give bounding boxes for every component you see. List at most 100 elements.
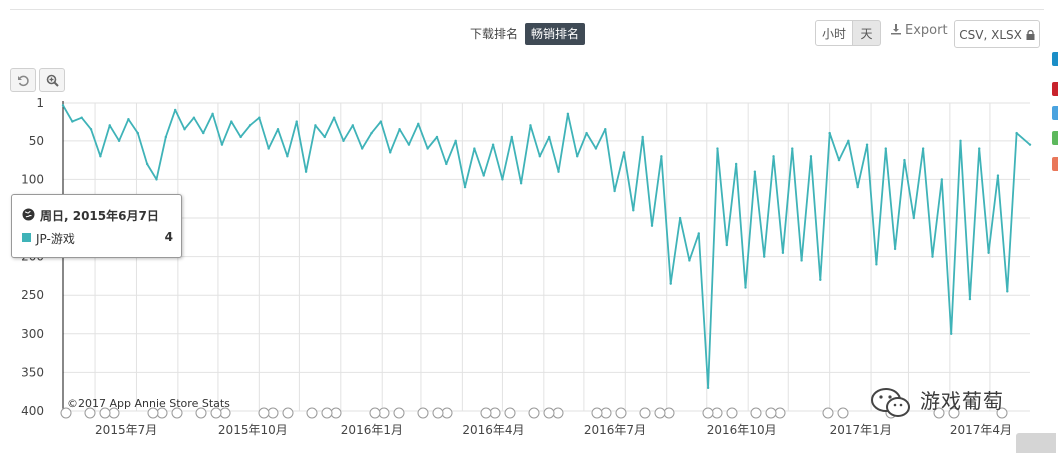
data-point (978, 147, 981, 150)
data-point (463, 185, 467, 189)
data-point (491, 143, 495, 146)
export-link[interactable]: Export (890, 23, 948, 38)
tab-download-ranking[interactable]: 下载排名 (470, 27, 519, 41)
event-marker-icon[interactable] (591, 407, 603, 419)
share-qq-icon[interactable] (1052, 106, 1058, 120)
y-tick-label: 250 (21, 288, 44, 302)
event-marker-icon[interactable] (147, 407, 159, 419)
event-marker-icon[interactable] (171, 407, 183, 419)
data-point (893, 247, 897, 251)
tooltip-date: 周日, 2015年6月7日 (40, 209, 159, 223)
data-point (127, 118, 130, 121)
event-marker-icon[interactable] (933, 407, 945, 419)
data-point (865, 143, 869, 146)
event-marker-icon[interactable] (282, 407, 294, 419)
event-marker-icon[interactable] (432, 407, 444, 419)
event-marker-icon[interactable] (393, 407, 405, 419)
data-point (1028, 143, 1032, 146)
data-point (360, 147, 364, 150)
data-point (688, 259, 691, 262)
share-wechat-icon[interactable] (1052, 131, 1058, 145)
event-marker-icon[interactable] (321, 407, 333, 419)
granularity-hour-button[interactable]: 小时 (815, 20, 853, 46)
data-point (809, 155, 813, 158)
data-point (725, 243, 729, 247)
share-twitter-icon[interactable] (1052, 52, 1058, 66)
header-divider (10, 9, 1044, 10)
event-marker-icon[interactable] (543, 407, 555, 419)
data-point (940, 178, 944, 181)
data-point (295, 120, 298, 123)
data-point (407, 143, 411, 146)
export-label: Export (905, 23, 948, 38)
data-point (117, 139, 121, 143)
event-marker-icon[interactable] (822, 407, 834, 419)
event-marker-icon[interactable] (195, 407, 207, 419)
data-point (566, 112, 570, 116)
scroll-top-button[interactable] (1016, 433, 1056, 453)
data-point (323, 135, 326, 139)
data-point (192, 116, 196, 119)
event-marker-icon[interactable] (765, 407, 777, 419)
data-point (304, 170, 308, 173)
data-point (968, 297, 972, 301)
event-marker-icon[interactable] (750, 407, 762, 419)
data-point (781, 251, 785, 254)
event-marker-icon[interactable] (654, 407, 666, 419)
event-marker-icon[interactable] (996, 407, 1008, 419)
data-point (791, 147, 794, 150)
data-point (1006, 290, 1009, 293)
data-point (445, 162, 448, 166)
data-point (211, 112, 214, 116)
format-button[interactable]: CSV, XLSX (954, 20, 1040, 48)
data-point (417, 122, 420, 126)
globe-icon (22, 206, 35, 225)
event-marker-icon[interactable] (369, 407, 381, 419)
data-point (145, 162, 149, 166)
download-icon (890, 23, 902, 35)
data-point (426, 147, 429, 150)
event-marker-icon[interactable] (306, 407, 318, 419)
data-point (342, 139, 345, 143)
event-marker-icon[interactable] (258, 407, 270, 419)
data-point (632, 209, 635, 212)
chart-tooltip: 周日, 2015年6月7日 JP-游戏 4 (11, 194, 182, 258)
event-marker-icon[interactable] (639, 407, 651, 419)
tooltip-series-swatch (22, 233, 31, 242)
event-marker-icon[interactable] (60, 407, 72, 419)
event-marker-icon[interactable] (417, 407, 429, 419)
event-marker-icon[interactable] (210, 407, 222, 419)
data-point (89, 128, 93, 131)
tooltip-series-name: JP-游戏 (36, 232, 75, 246)
event-marker-icon[interactable] (480, 407, 492, 419)
data-point (239, 135, 242, 139)
x-tick-label: 2017年1月 (830, 423, 892, 437)
data-point (772, 155, 775, 158)
y-tick-label: 50 (29, 134, 44, 148)
granularity-day-button[interactable]: 天 (852, 20, 881, 46)
zoom-button[interactable] (39, 68, 65, 92)
event-marker-icon[interactable] (615, 407, 627, 419)
event-marker-icon[interactable] (726, 407, 738, 419)
data-point (61, 104, 65, 107)
event-marker-icon[interactable] (837, 407, 849, 419)
data-point (884, 147, 887, 150)
data-point (71, 120, 74, 123)
event-marker-icon[interactable] (84, 407, 96, 419)
event-marker-icon[interactable] (99, 407, 111, 419)
event-marker-icon[interactable] (702, 407, 714, 419)
share-weibo-icon[interactable] (1052, 82, 1058, 96)
data-point (267, 147, 270, 150)
data-point (856, 185, 859, 189)
data-point (837, 158, 841, 162)
data-point (314, 124, 317, 127)
event-marker-icon[interactable] (948, 407, 960, 419)
reset-zoom-button[interactable] (10, 68, 36, 92)
share-email-icon[interactable] (1052, 157, 1058, 171)
tab-grossing-ranking[interactable]: 畅销排名 (525, 23, 586, 45)
event-marker-icon[interactable] (504, 407, 516, 419)
event-marker-icon[interactable] (528, 407, 540, 419)
data-point (847, 139, 850, 143)
data-point (734, 162, 738, 166)
